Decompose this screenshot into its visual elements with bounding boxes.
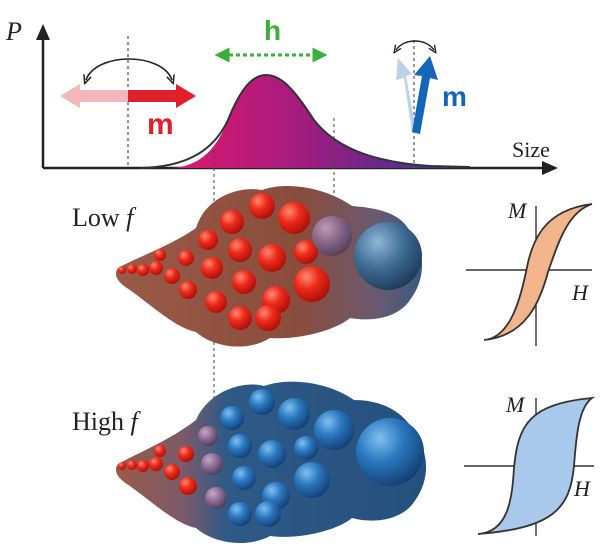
particle — [220, 210, 244, 234]
red-moment-arrow-head — [176, 84, 196, 108]
particle — [278, 398, 310, 430]
particle — [201, 257, 223, 279]
blue-moment-arrow — [412, 56, 438, 134]
particle — [258, 244, 286, 272]
particle — [228, 238, 252, 262]
particle — [232, 270, 256, 294]
small-moment-label: m — [147, 108, 174, 141]
particle — [294, 266, 330, 302]
particle — [164, 268, 180, 284]
loop-m-label: M — [505, 392, 526, 417]
particle — [118, 462, 126, 470]
x-axis-label: Size — [512, 137, 550, 162]
particle — [249, 193, 275, 219]
faded-moment-arrow-head — [60, 84, 80, 108]
high-frequency-label: High f — [72, 407, 142, 436]
particle — [255, 305, 281, 331]
particle — [178, 250, 194, 266]
particle — [205, 291, 227, 313]
particle — [228, 434, 252, 458]
high-frequency-row: High f — [72, 381, 596, 543]
y-axis-arrowhead — [36, 24, 50, 40]
field-label: h — [264, 15, 281, 46]
particle — [255, 501, 281, 527]
particle — [249, 389, 275, 415]
particle — [149, 457, 163, 471]
particle — [294, 436, 318, 460]
particle — [179, 477, 197, 495]
low-frequency-cluster — [115, 185, 423, 347]
particle — [198, 230, 218, 250]
particle — [294, 462, 330, 498]
particle — [179, 281, 197, 299]
high-frequency-cluster — [115, 381, 427, 543]
particle — [118, 266, 126, 274]
particle — [220, 406, 244, 430]
low-frequency-hysteresis-loop: M H — [466, 198, 593, 346]
size-distribution-curve — [139, 73, 471, 169]
low-frequency-row: Low f — [72, 185, 593, 347]
large-particle — [356, 418, 424, 486]
particle — [149, 261, 163, 275]
particle — [278, 202, 310, 234]
red-moment-arrow-body — [128, 90, 178, 102]
size-distribution-peak — [172, 75, 470, 168]
particle — [205, 487, 227, 509]
particle — [228, 306, 252, 330]
particle — [312, 216, 352, 256]
large-moment-label: m — [442, 81, 467, 112]
particle — [232, 466, 256, 490]
loop-m-label: M — [507, 198, 528, 223]
wobble-rotation-arrow — [396, 40, 434, 50]
particle — [127, 460, 137, 470]
particle — [137, 264, 149, 276]
particle — [314, 410, 354, 450]
loop-area — [483, 203, 593, 341]
large-particle — [354, 222, 422, 290]
distribution-panel: P Size h m m — [5, 15, 558, 510]
particle — [154, 249, 166, 261]
loop-area — [477, 396, 596, 535]
particle — [137, 460, 149, 472]
faded-moment-arrow-body — [78, 90, 130, 102]
particle — [198, 426, 218, 446]
high-frequency-hysteresis-loop: M H — [464, 392, 596, 536]
flip-rotation-arrow — [86, 58, 172, 80]
x-axis-arrowhead — [542, 161, 558, 175]
loop-h-label: H — [573, 476, 591, 501]
particle — [228, 502, 252, 526]
y-axis-label: P — [5, 17, 22, 46]
particle — [127, 264, 137, 274]
particle — [258, 440, 286, 468]
particle — [178, 446, 194, 462]
faded-tilted-moment-arrow — [396, 58, 416, 132]
particle — [164, 464, 180, 480]
particle — [294, 240, 318, 264]
particle — [154, 445, 166, 457]
low-frequency-label: Low f — [72, 203, 137, 232]
particle — [201, 453, 223, 475]
loop-h-label: H — [571, 280, 589, 305]
